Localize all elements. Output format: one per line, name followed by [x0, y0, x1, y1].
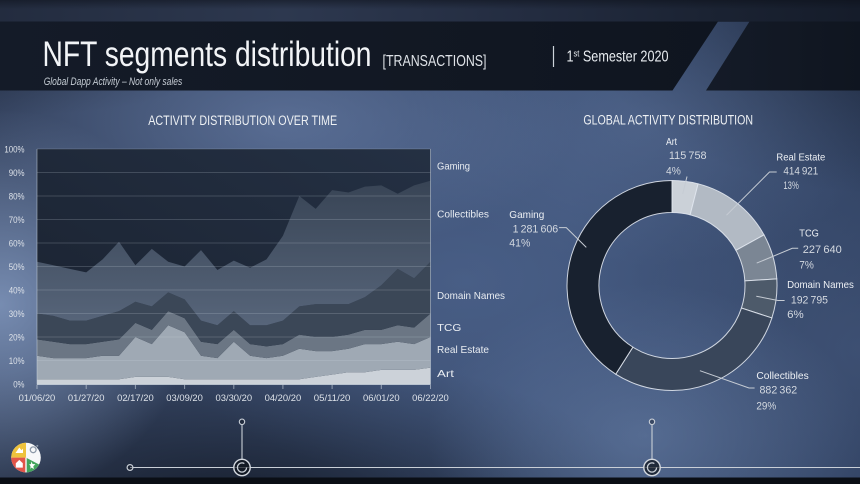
svg-text:01/27/20: 01/27/20 [68, 393, 105, 403]
svg-text:06/22/20: 06/22/20 [412, 393, 449, 403]
svg-text:Art: Art [666, 136, 677, 148]
svg-text:Real Estate: Real Estate [776, 152, 825, 164]
svg-text:Domain Names: Domain Names [437, 291, 505, 302]
svg-text:192 795: 192 795 [791, 295, 828, 307]
svg-text:20%: 20% [9, 332, 25, 342]
svg-text:10%: 10% [9, 356, 25, 366]
svg-text:414 921: 414 921 [783, 166, 818, 178]
svg-text:40%: 40% [9, 285, 25, 295]
svg-text:05/11/20: 05/11/20 [314, 393, 351, 403]
svg-text:60%: 60% [9, 238, 25, 248]
svg-text:Global Dapp Activity – Not onl: Global Dapp Activity – Not only sales [44, 76, 183, 88]
svg-text:TCG: TCG [799, 228, 819, 240]
svg-text:Gaming: Gaming [509, 209, 544, 221]
svg-text:29%: 29% [756, 400, 776, 412]
svg-text:03/09/20: 03/09/20 [166, 393, 203, 403]
svg-text:04/20/20: 04/20/20 [265, 393, 302, 403]
svg-text:Gaming: Gaming [437, 161, 470, 172]
svg-text:01/06/20: 01/06/20 [19, 393, 56, 403]
svg-text:227 640: 227 640 [803, 244, 842, 256]
svg-text:[TRANSACTIONS]: [TRANSACTIONS] [383, 53, 487, 70]
svg-text:1 281 606: 1 281 606 [513, 223, 559, 235]
svg-text:100%: 100% [4, 144, 24, 154]
svg-text:80%: 80% [9, 191, 25, 201]
svg-text:115 758: 115 758 [669, 150, 707, 162]
svg-text:GLOBAL ACTIVITY DISTRIBUTION: GLOBAL ACTIVITY DISTRIBUTION [583, 113, 753, 128]
svg-text:0%: 0% [13, 379, 24, 389]
svg-text:03/30/20: 03/30/20 [216, 393, 253, 403]
svg-text:Collectibles: Collectibles [756, 370, 808, 382]
svg-text:41%: 41% [509, 237, 530, 249]
svg-text:06/01/20: 06/01/20 [363, 393, 400, 403]
svg-text:70%: 70% [9, 215, 25, 225]
svg-text:NFT segments distribution: NFT segments distribution [43, 35, 372, 74]
svg-text:7%: 7% [799, 259, 814, 271]
svg-text:02/17/20: 02/17/20 [117, 393, 154, 403]
svg-text:ACTIVITY DISTRIBUTION OVER TIM: ACTIVITY DISTRIBUTION OVER TIME [148, 113, 337, 128]
svg-text:Collectibles: Collectibles [437, 209, 489, 220]
svg-text:882 362: 882 362 [760, 385, 798, 397]
svg-text:Real Estate: Real Estate [437, 345, 489, 356]
svg-text:30%: 30% [9, 309, 25, 319]
svg-text:4%: 4% [666, 166, 681, 178]
svg-text:Domain Names: Domain Names [787, 279, 854, 291]
svg-text:1st Semester 2020: 1st Semester 2020 [567, 48, 669, 66]
svg-text:90%: 90% [9, 168, 25, 178]
svg-text:Art: Art [437, 369, 454, 380]
svg-text:13%: 13% [783, 180, 798, 192]
svg-text:50%: 50% [9, 262, 25, 272]
svg-text:6%: 6% [787, 309, 804, 321]
svg-text:TCG: TCG [437, 323, 461, 334]
